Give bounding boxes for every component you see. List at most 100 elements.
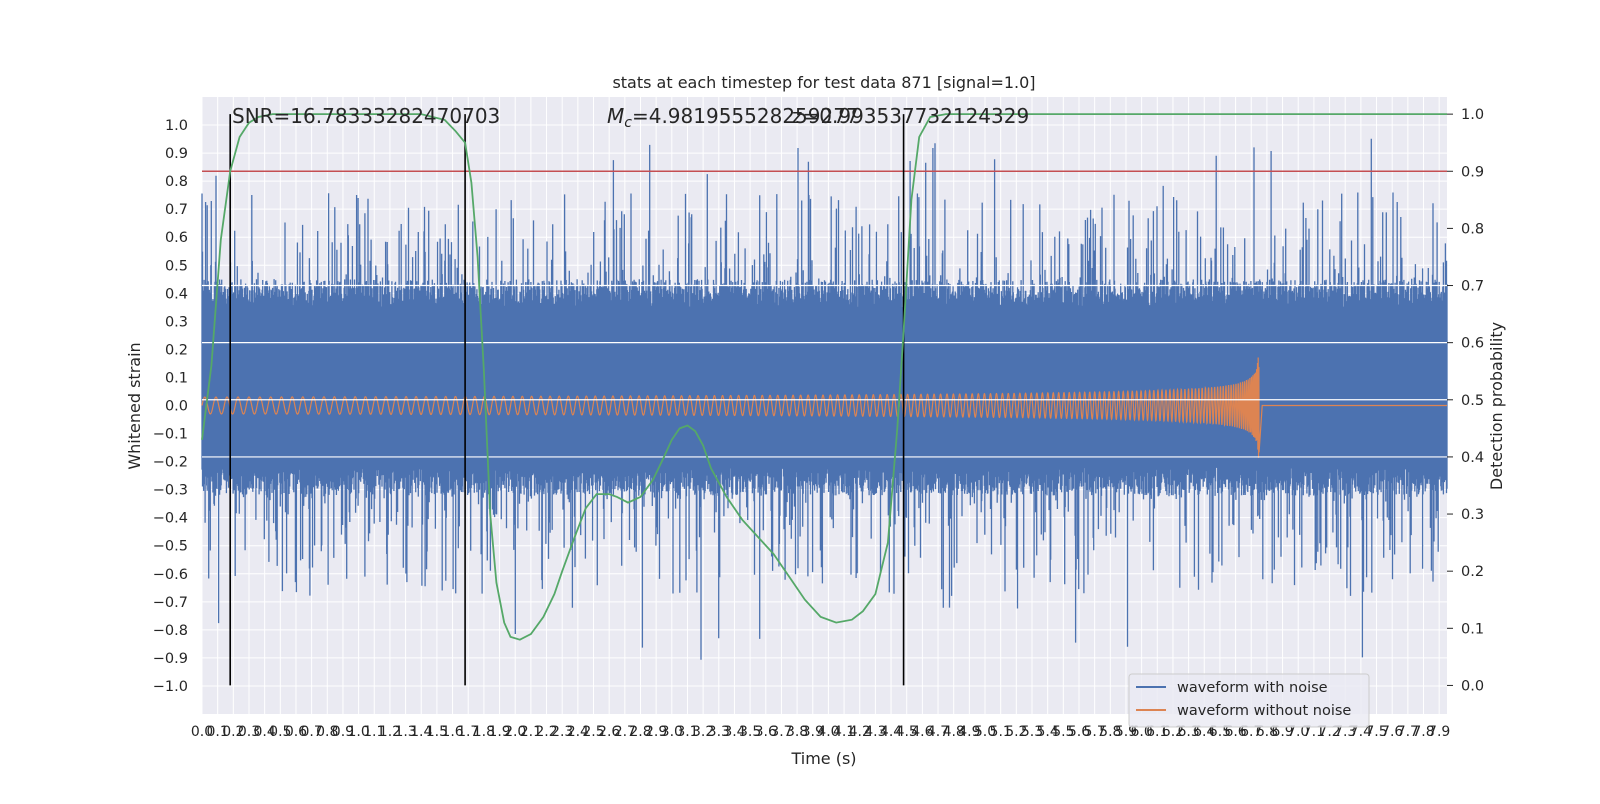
x-tick-label: 5.3 <box>1021 724 1043 740</box>
y-tick-label: 0.4 <box>165 286 188 302</box>
x-tick-label: 7.0 <box>1287 724 1309 740</box>
y2-tick-label: 0.4 <box>1461 450 1484 466</box>
y2-tick-label: 0.2 <box>1461 564 1484 580</box>
x-tick-labels: 0.00.10.20.30.40.50.60.70.80.91.01.11.21… <box>191 724 1450 740</box>
x-tick-label: 3.6 <box>755 724 777 740</box>
x-tick-label: 4.0 <box>817 724 839 740</box>
x-tick-label: 5.5 <box>1052 724 1074 740</box>
y-tick-label: 0.6 <box>165 230 188 246</box>
y2-tick-label: 0.7 <box>1461 279 1484 295</box>
y-tick-label: 0.0 <box>165 399 188 415</box>
x-tick-label: 1.5 <box>426 724 448 740</box>
x-tick-label: 6.8 <box>1256 724 1278 740</box>
x-tick-label: 7.4 <box>1350 724 1372 740</box>
x-tick-label: 2.3 <box>551 724 573 740</box>
x-tick-label: 2.7 <box>614 724 636 740</box>
x-tick-label: 5.7 <box>1084 724 1106 740</box>
x-tick-label: 6.7 <box>1240 724 1262 740</box>
x-tick-label: 3.7 <box>770 724 792 740</box>
y-tick-label: −0.6 <box>153 567 188 583</box>
x-tick-label: 3.2 <box>692 724 714 740</box>
x-tick-label: 0.4 <box>254 724 276 740</box>
x-tick-label: 3.0 <box>661 724 683 740</box>
x-tick-label: 4.9 <box>958 724 980 740</box>
y-tick-label: −0.9 <box>153 651 188 667</box>
chart-title: stats at each timestep for test data 871… <box>612 73 1035 92</box>
y-tick-label: −0.7 <box>153 595 188 611</box>
x-tick-label: 7.8 <box>1412 724 1434 740</box>
y2-tick-label: 0.9 <box>1461 164 1484 180</box>
y-tick-label: 0.9 <box>165 146 188 162</box>
series-waveform-with-noise <box>201 138 1448 660</box>
legend: waveform with noise waveform without noi… <box>1128 673 1370 728</box>
x-tick-label: 0.2 <box>222 724 244 740</box>
x-tick-label: 2.0 <box>504 724 526 740</box>
y-tick-label: −1.0 <box>153 679 188 695</box>
y2-tick-label: 0.0 <box>1461 678 1484 694</box>
chirp-mass-annotation: Mc=4.981955528259277 <box>607 104 859 131</box>
y-tick-label: 0.7 <box>165 202 188 218</box>
x-tick-label: 0.8 <box>316 724 338 740</box>
x-tick-label: 6.1 <box>1146 724 1168 740</box>
y2-tick-label: 0.3 <box>1461 507 1484 523</box>
legend-label-clean: waveform without noise <box>1177 703 1351 719</box>
y-tick-label: −0.1 <box>153 427 188 443</box>
y2-tick-label: 0.6 <box>1461 336 1484 352</box>
x-tick-label: 2.5 <box>582 724 604 740</box>
x-tick-label: 5.9 <box>1115 724 1137 740</box>
y-tick-label: 0.2 <box>165 342 188 358</box>
x-tick-label: 7.2 <box>1318 724 1340 740</box>
y2-tick-labels: 1.0 0.9 0.8 0.7 0.6 0.5 0.4 0.3 0.2 0.1 0.0 <box>1447 107 1484 694</box>
snr-annotation: SNR=16.78333282470703 <box>232 104 500 128</box>
x-tick-label: 5.4 <box>1037 724 1059 740</box>
x-tick-label: 2.9 <box>645 724 667 740</box>
x-tick-label: 1.1 <box>363 724 385 740</box>
x-tick-label: 7.1 <box>1303 724 1325 740</box>
x-tick-label: 6.2 <box>1162 724 1184 740</box>
y-tick-label: 0.5 <box>165 258 188 274</box>
series-detection-probability <box>201 113 1447 641</box>
y-tick-label: 0.1 <box>165 370 188 386</box>
y2-axis-label: Detection probability <box>1487 322 1506 490</box>
x-tick-label: 4.4 <box>880 724 902 740</box>
y2-gridlines <box>202 284 1447 458</box>
x-tick-label: 6.3 <box>1177 724 1199 740</box>
x-tick-label: 5.1 <box>990 724 1012 740</box>
x-tick-label: 1.6 <box>441 724 463 740</box>
clean-trace <box>201 357 1447 459</box>
x-tick-label: 7.9 <box>1428 724 1450 740</box>
y-tick-label: −0.2 <box>153 455 188 471</box>
legend-box <box>1128 673 1370 728</box>
x-tick-label: 3.1 <box>676 724 698 740</box>
x-tick-label: 6.6 <box>1224 724 1246 740</box>
chirp-mass-value: =4.981955528259277 <box>632 104 859 128</box>
x-tick-label: 4.6 <box>911 724 933 740</box>
x-tick-label: 2.4 <box>567 724 589 740</box>
x-tick-label: 6.0 <box>1130 724 1152 740</box>
y2-tick-label: 0.8 <box>1461 221 1484 237</box>
chirp-mass-subscript: c <box>624 115 632 131</box>
y-tick-label: 0.8 <box>165 174 188 190</box>
x-tick-label: 1.9 <box>488 724 510 740</box>
y-tick-labels: 1.0 0.9 0.8 0.7 0.6 0.5 0.4 0.3 0.2 0.1 0.0 −0.1 −0.… <box>153 118 188 695</box>
x-tick-label: 0.5 <box>269 724 291 740</box>
x-tick-label: 4.5 <box>896 724 918 740</box>
x-tick-label: 0.9 <box>332 724 354 740</box>
x-tick-label: 0.7 <box>300 724 322 740</box>
x-tick-label: 0.3 <box>238 724 260 740</box>
y-tick-label: 0.3 <box>165 314 188 330</box>
x-tick-label: 0.1 <box>207 724 229 740</box>
overlap-annotation: z=0.993537732124329 <box>792 104 1029 128</box>
x-tick-label: 3.4 <box>723 724 745 740</box>
x-tick-label: 1.0 <box>347 724 369 740</box>
x-tick-label: 3.8 <box>786 724 808 740</box>
x-tick-label: 6.4 <box>1193 724 1215 740</box>
x-tick-label: 7.6 <box>1381 724 1403 740</box>
x-tick-label: 1.7 <box>457 724 479 740</box>
y-tick-label: −0.4 <box>153 511 188 527</box>
x-tick-label: 6.5 <box>1209 724 1231 740</box>
series-waveform-without-noise <box>201 357 1447 459</box>
legend-label-noise: waveform with noise <box>1177 680 1328 696</box>
